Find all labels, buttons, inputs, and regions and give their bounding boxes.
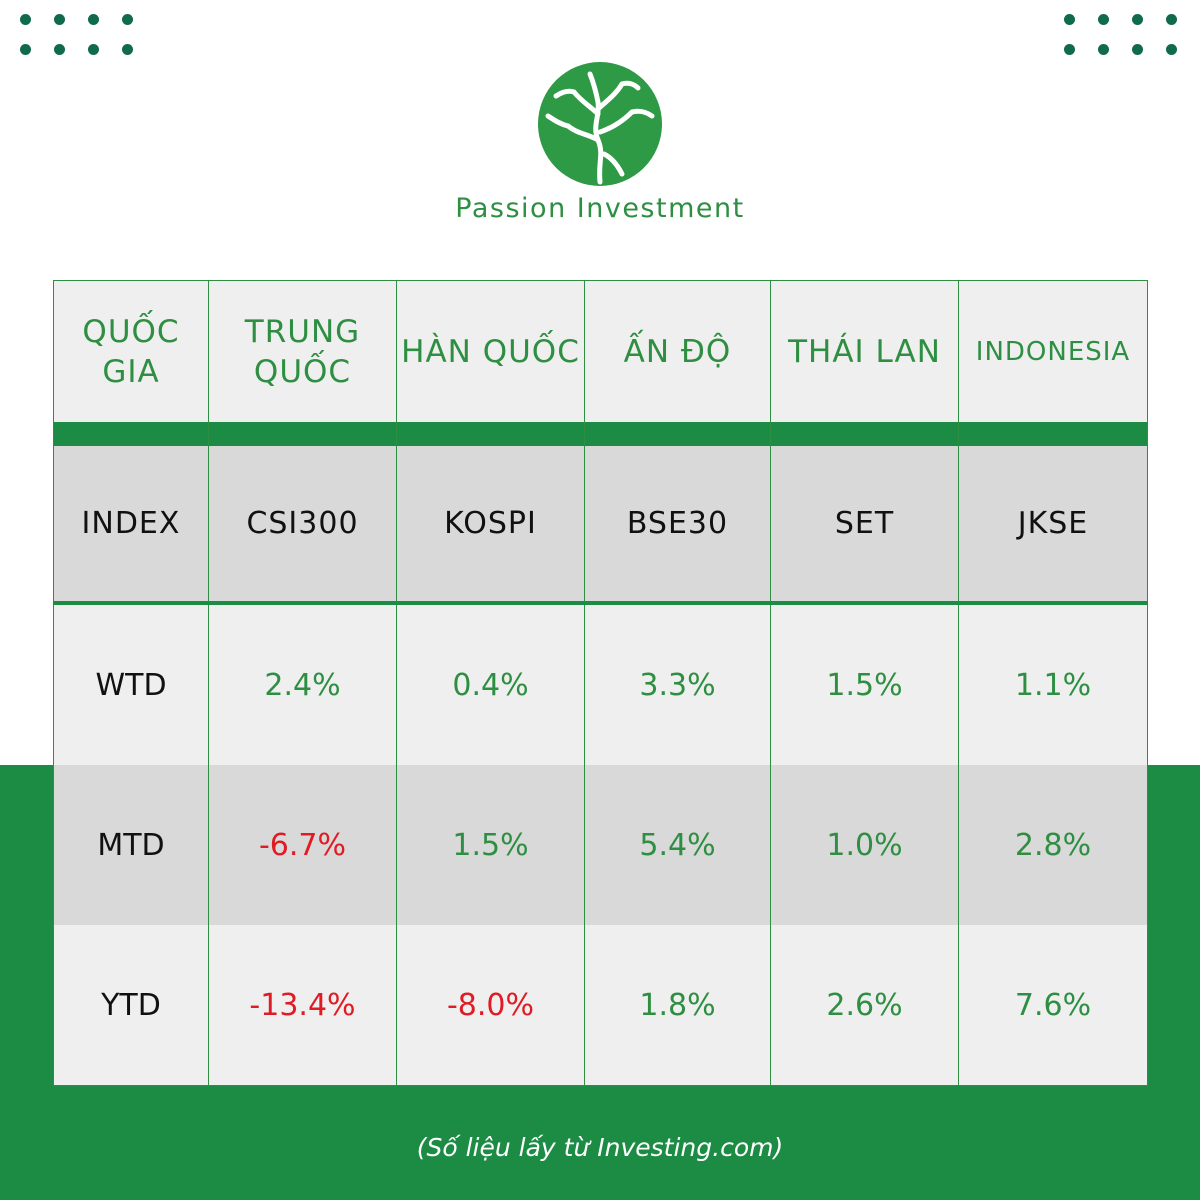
index-row: INDEX CSI300 KOSPI BSE30 SET JKSE (53, 446, 1148, 605)
value-cell: 7.6% (958, 925, 1148, 1086)
decorative-dots-left (20, 14, 134, 55)
value-cell: 2.4% (208, 603, 397, 765)
country-header-row: QUỐC GIA TRUNG QUỐC HÀN QUỐC ẤN ĐỘ THÁI … (53, 280, 1148, 422)
table-row: YTD -13.4% -8.0% 1.8% 2.6% 7.6% (53, 925, 1148, 1086)
value-cell: 2.6% (770, 925, 959, 1086)
separator-row (53, 422, 1148, 446)
row-label: MTD (53, 765, 209, 925)
header-cell: INDONESIA (958, 280, 1148, 422)
source-note: (Số liệu lấy từ Investing.com) (416, 1133, 784, 1162)
value-cell: -6.7% (208, 765, 397, 925)
decorative-dots-right (1064, 14, 1178, 55)
value-cell: -8.0% (396, 925, 585, 1086)
index-cell: BSE30 (584, 446, 771, 605)
value-cell: 0.4% (396, 603, 585, 765)
row-label: YTD (53, 925, 209, 1086)
value-cell: 1.5% (396, 765, 585, 925)
value-cell: 2.8% (958, 765, 1148, 925)
value-cell: 1.0% (770, 765, 959, 925)
index-cell: KOSPI (396, 446, 585, 605)
value-cell: 3.3% (584, 603, 771, 765)
index-cell: SET (770, 446, 959, 605)
table-row: MTD -6.7% 1.5% 5.4% 1.0% 2.8% (53, 765, 1148, 925)
row-label: WTD (53, 603, 209, 765)
value-cell: 1.8% (584, 925, 771, 1086)
table-row: WTD 2.4% 0.4% 3.3% 1.5% 1.1% (53, 603, 1148, 765)
header-cell: THÁI LAN (770, 280, 959, 422)
index-cell: JKSE (958, 446, 1148, 605)
index-cell: INDEX (53, 446, 209, 605)
header-cell: QUỐC GIA (53, 280, 209, 422)
header-cell: ẤN ĐỘ (584, 280, 771, 422)
brand-name: Passion Investment (455, 193, 745, 224)
value-cell: 1.1% (958, 603, 1148, 765)
header-cell: TRUNG QUỐC (208, 280, 397, 422)
tree-logo-icon (538, 62, 662, 186)
value-cell: 5.4% (584, 765, 771, 925)
index-cell: CSI300 (208, 446, 397, 605)
value-cell: 1.5% (770, 603, 959, 765)
market-index-table: QUỐC GIA TRUNG QUỐC HÀN QUỐC ẤN ĐỘ THÁI … (53, 280, 1148, 1086)
value-cell: -13.4% (208, 925, 397, 1086)
header-cell: HÀN QUỐC (396, 280, 585, 422)
